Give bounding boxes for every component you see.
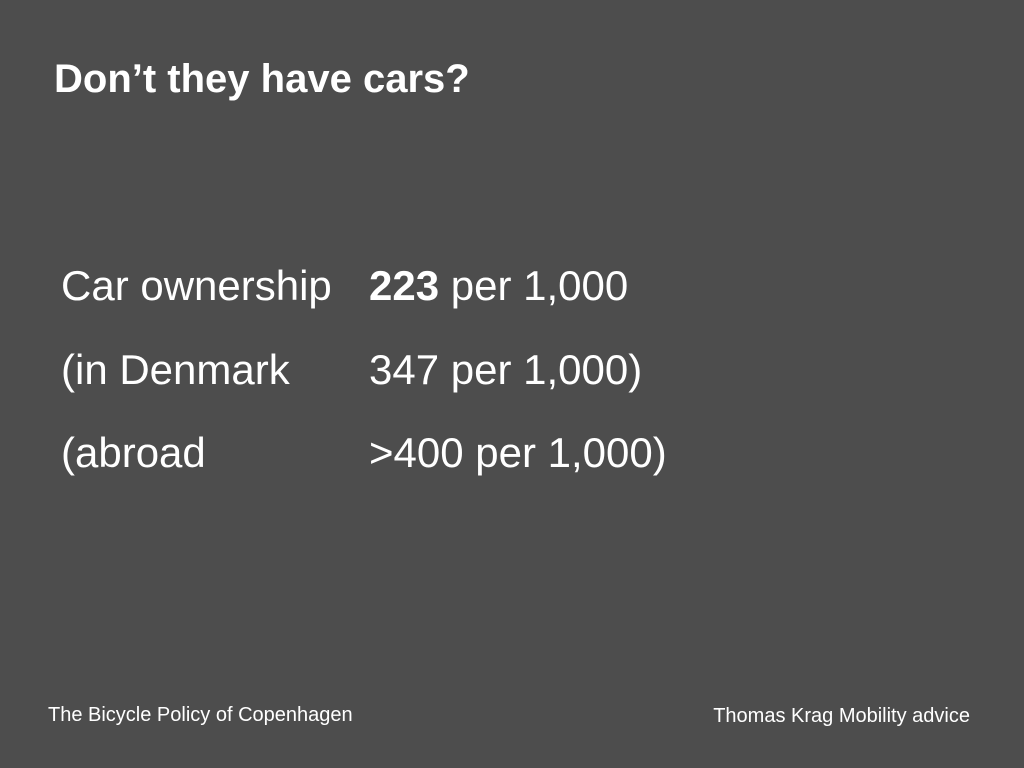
stats-value: 347 per 1,000)	[369, 345, 642, 395]
footer-presentation-title: The Bicycle Policy of Copenhagen	[48, 704, 353, 726]
stats-value-highlight: 223	[369, 262, 440, 309]
stats-label: (in Denmark	[61, 346, 290, 393]
stats-value: >400 per 1,000)	[369, 428, 667, 478]
stats-value-text: 347 per 1,000)	[369, 346, 643, 393]
footer-author: Thomas Krag Mobility advice	[713, 705, 970, 727]
stats-label: Car ownership	[61, 262, 332, 309]
stats-label: (abroad	[61, 429, 206, 476]
stats-value: 223 per 1,000	[369, 261, 628, 311]
stats-value-text: per 1,000	[439, 262, 629, 309]
slide-title: Don’t they have cars?	[54, 57, 470, 101]
stats-value-text: >400 per 1,000)	[369, 429, 667, 476]
